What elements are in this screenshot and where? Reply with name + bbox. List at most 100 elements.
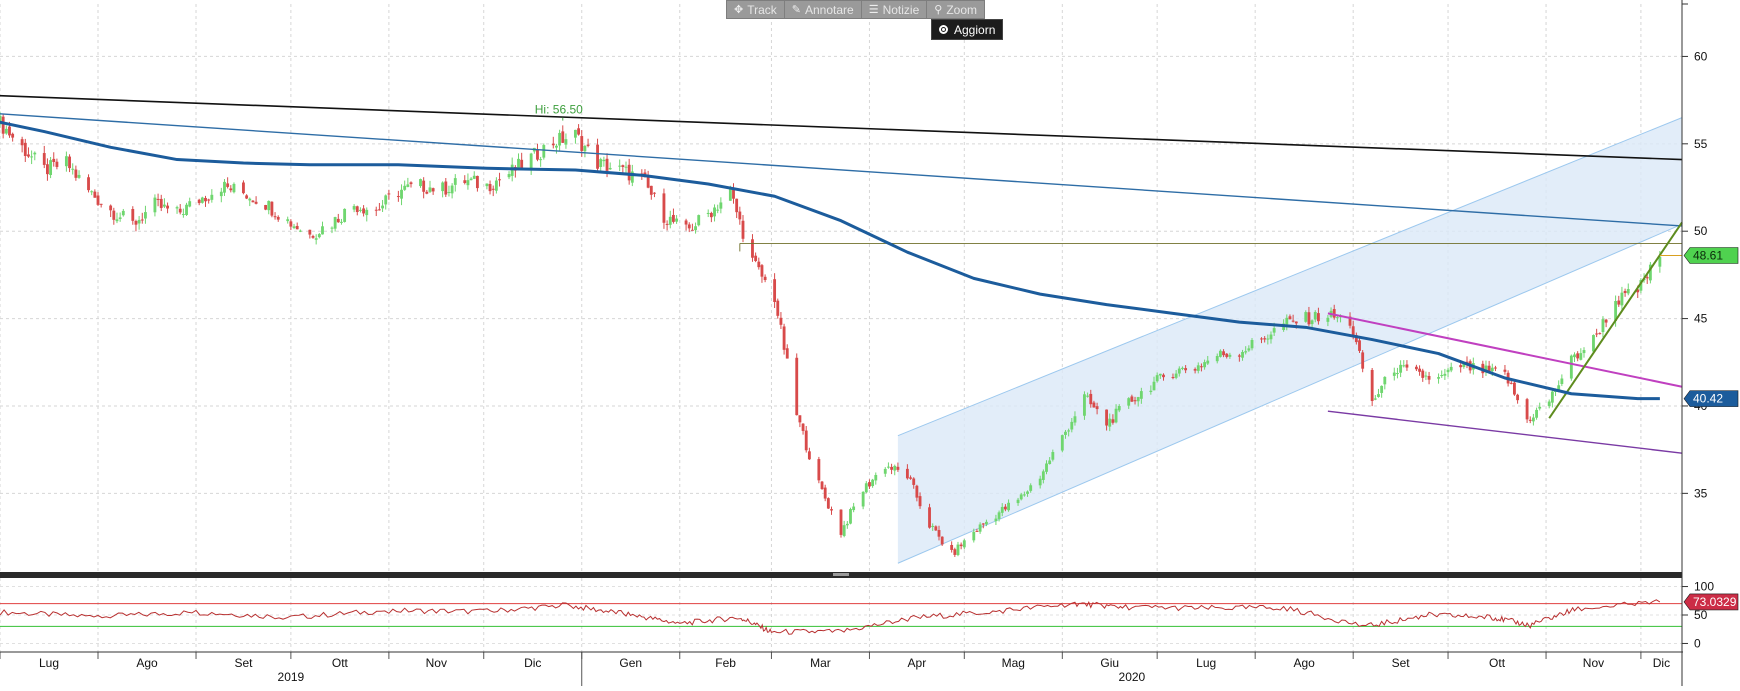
candle (1332, 304, 1336, 320)
candle (1193, 367, 1197, 374)
candle-body (842, 525, 846, 536)
candle (1582, 347, 1586, 358)
candle-body (1490, 367, 1494, 372)
candle (785, 344, 789, 359)
candle (1377, 388, 1380, 398)
candle-body (1228, 354, 1232, 357)
candle (1307, 306, 1311, 327)
candle (1029, 483, 1033, 493)
candle (653, 192, 656, 198)
candle (1108, 413, 1112, 432)
candle-body (355, 206, 359, 213)
candle-body (1067, 430, 1071, 432)
candle (950, 541, 954, 553)
candle-body (488, 184, 492, 192)
candle-body (409, 182, 413, 185)
candle (400, 184, 403, 206)
refresh-button[interactable]: Aggiorn (931, 19, 1004, 40)
news-button[interactable]: ☰ Notizie (862, 1, 928, 18)
candle-body (1399, 364, 1403, 373)
candle (200, 196, 204, 204)
candle-body (687, 224, 691, 229)
candle-body (251, 200, 255, 203)
candle-body (883, 468, 887, 474)
candle (583, 144, 587, 158)
regression-channel (897, 117, 1682, 564)
moving-average-label: 40.42 (1683, 390, 1739, 407)
candle-body (551, 143, 555, 146)
candle (1396, 367, 1399, 379)
track-button[interactable]: ✥ Track (727, 1, 785, 18)
candle-body (1617, 300, 1621, 305)
candle-body (1405, 364, 1409, 368)
candle (675, 215, 679, 224)
candle (488, 180, 492, 195)
candle-body (668, 216, 672, 225)
candle (1620, 286, 1624, 311)
candle (115, 212, 119, 224)
candle-body (1225, 353, 1229, 357)
candle-body (403, 185, 407, 190)
candle (1060, 434, 1064, 453)
candle (1206, 355, 1210, 365)
annotate-button[interactable]: ✎ Annotare (785, 1, 862, 18)
candle (1465, 356, 1469, 369)
candle-body (55, 161, 59, 167)
zoom-button[interactable]: ⚲ Zoom (927, 1, 984, 18)
candle-body (1335, 317, 1339, 319)
candle-body (264, 205, 268, 210)
candle-body (845, 523, 849, 526)
candle (573, 129, 577, 144)
candle-body (662, 193, 666, 223)
candle (55, 158, 59, 170)
candle-body (646, 177, 650, 188)
candle-body (144, 212, 147, 219)
candle-body (384, 195, 388, 205)
candle-body (621, 165, 625, 168)
candle-body (1092, 402, 1096, 408)
candle-body (536, 149, 539, 160)
candle-body (207, 199, 211, 201)
candle-body (754, 255, 758, 261)
candle (1177, 366, 1181, 377)
candle-body (864, 483, 868, 493)
candle (494, 177, 498, 194)
candle-body (1288, 316, 1292, 320)
candle-body (1181, 367, 1184, 369)
candle-body (912, 478, 916, 485)
candle-body (826, 498, 830, 509)
candle-body (1592, 335, 1595, 352)
candle-body (311, 235, 315, 238)
candle-body (336, 218, 340, 223)
candle-body (573, 129, 577, 138)
candle (1247, 345, 1251, 352)
candle-body (1484, 365, 1488, 372)
candle (30, 150, 34, 165)
candle (871, 478, 875, 488)
candle-body (1579, 353, 1583, 360)
candle (1092, 400, 1096, 408)
candle-body (1089, 393, 1093, 405)
candle-body (463, 180, 467, 183)
candle (890, 463, 894, 475)
candle (1648, 262, 1652, 284)
panel-resize-handle[interactable] (833, 573, 849, 576)
candle (1513, 379, 1516, 396)
candle (485, 183, 489, 190)
candle-body (1351, 326, 1355, 336)
candle-body (1361, 352, 1365, 369)
candle (68, 154, 71, 173)
candle (962, 539, 966, 550)
candle-body (1149, 390, 1153, 392)
candle-body (121, 210, 125, 216)
candle (649, 185, 653, 200)
candle-body (630, 171, 634, 183)
price-tick-label: 45 (1694, 312, 1708, 326)
candle-body (210, 194, 214, 200)
candle-body (387, 193, 391, 195)
candle-body (1582, 350, 1586, 354)
purple-trendline (1327, 410, 1683, 454)
candle-body (425, 191, 429, 194)
